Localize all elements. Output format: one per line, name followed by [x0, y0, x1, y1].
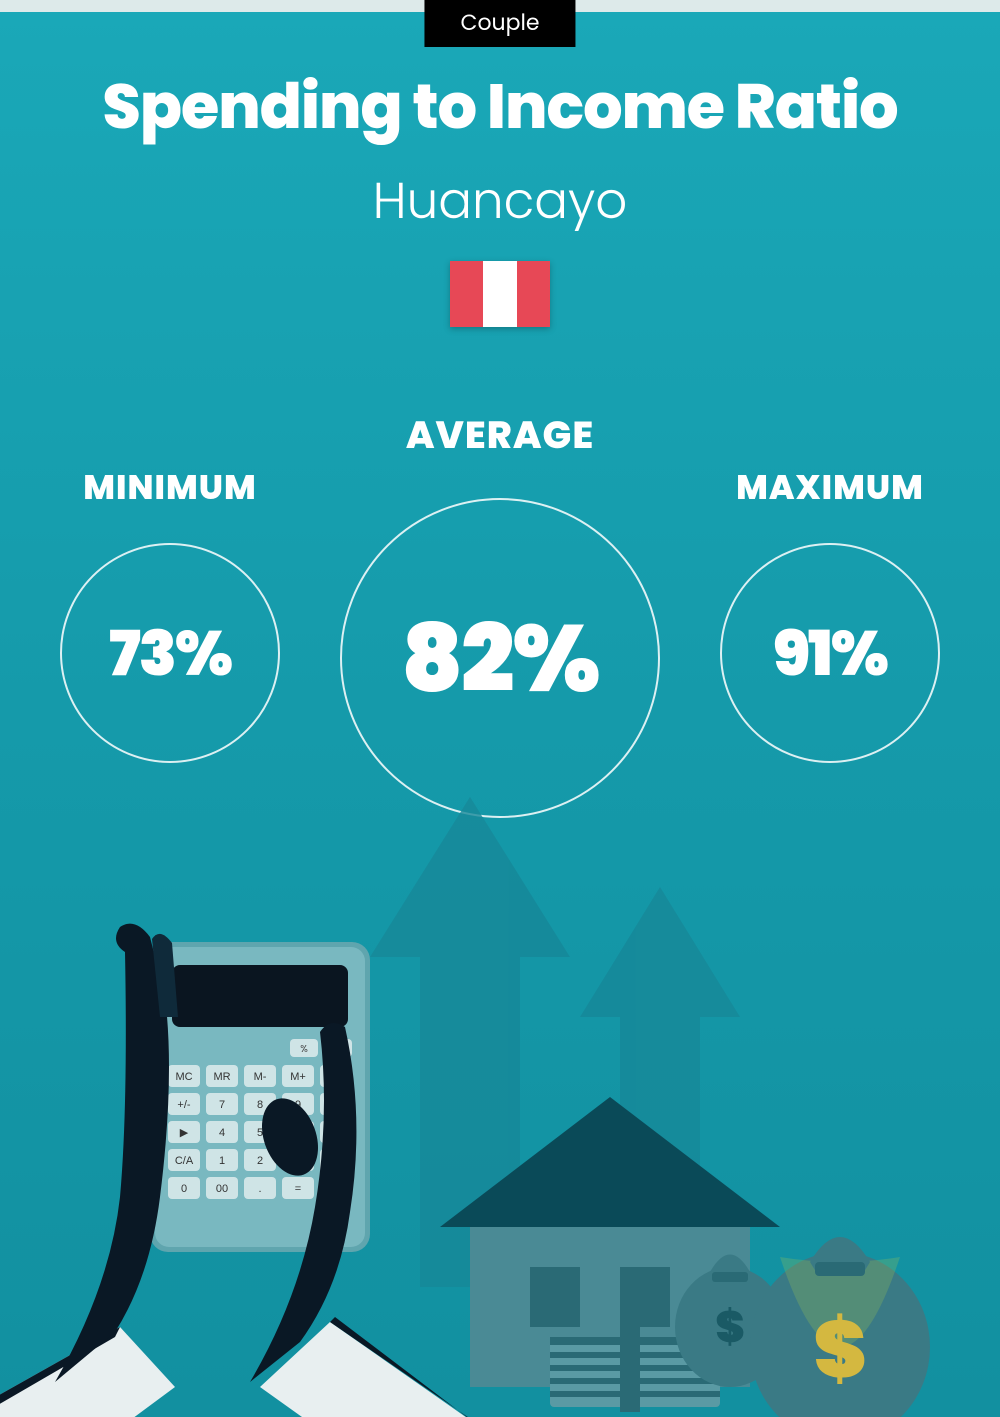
- svg-text:%: %: [300, 1041, 308, 1056]
- svg-text:=: =: [295, 1183, 301, 1195]
- svg-text:MC: MC: [175, 1071, 192, 1083]
- house-icon: [440, 1097, 780, 1387]
- stat-average-ring: 82%: [340, 498, 660, 818]
- stat-maximum-value: 91%: [773, 607, 887, 700]
- peru-flag-icon: [450, 261, 550, 327]
- stat-maximum: MAXIMUM 91%: [720, 462, 940, 763]
- arrow-icon: [370, 797, 740, 1287]
- svg-text:5: 5: [257, 1127, 263, 1139]
- stat-minimum: MINIMUM 73%: [60, 462, 280, 763]
- svg-text:+: +: [333, 1168, 339, 1180]
- svg-text:+/-: +/-: [177, 1099, 190, 1111]
- svg-text:3: 3: [295, 1155, 301, 1167]
- svg-text:$: $: [715, 1297, 744, 1358]
- stat-average-value: 82%: [401, 588, 598, 729]
- money-bag-small-icon: $: [675, 1255, 785, 1388]
- svg-text:C/A: C/A: [175, 1155, 194, 1167]
- stat-maximum-label: MAXIMUM: [736, 462, 924, 513]
- svg-text:2: 2: [257, 1155, 263, 1167]
- stat-minimum-label: MINIMUM: [83, 462, 257, 513]
- svg-text:÷: ÷: [333, 1071, 339, 1083]
- svg-text:00: 00: [216, 1183, 228, 1195]
- svg-text:▶: ▶: [180, 1127, 189, 1139]
- stat-minimum-ring: 73%: [60, 543, 280, 763]
- svg-text:6: 6: [295, 1127, 301, 1139]
- svg-text:1: 1: [219, 1155, 225, 1167]
- svg-text:-: -: [334, 1127, 338, 1139]
- money-bag-large-icon: $: [750, 1237, 930, 1417]
- location-subtitle: Huancayo: [0, 163, 1000, 239]
- stat-maximum-ring: 91%: [720, 543, 940, 763]
- svg-text:$: $: [813, 1293, 866, 1405]
- svg-text:0: 0: [181, 1183, 187, 1195]
- svg-text:4: 4: [219, 1127, 225, 1139]
- svg-text:9: 9: [295, 1099, 301, 1111]
- svg-text:MR: MR: [213, 1071, 230, 1083]
- svg-text:MU: MU: [331, 1044, 345, 1056]
- stat-average-label: AVERAGE: [406, 407, 594, 464]
- calculator-icon: % MU MC MR M- M+ ÷ +/- 7 8 9 x ▶ 4 5 6 -…: [0, 924, 480, 1417]
- svg-text:7: 7: [219, 1099, 225, 1111]
- wealth-illustration: $ $ % MU MC MR M- M+ ÷: [0, 767, 1000, 1417]
- stat-average: AVERAGE 82%: [340, 407, 660, 818]
- svg-text:x: x: [333, 1099, 339, 1111]
- stat-minimum-value: 73%: [109, 607, 231, 700]
- cash-stack-icon: [550, 1322, 720, 1412]
- svg-text:M+: M+: [290, 1071, 306, 1083]
- svg-text:.: .: [258, 1183, 261, 1195]
- svg-text:M-: M-: [254, 1071, 267, 1083]
- stats-row: MINIMUM 73% AVERAGE 82% MAXIMUM 91%: [0, 407, 1000, 818]
- svg-text:8: 8: [257, 1099, 263, 1111]
- category-badge: Couple: [424, 0, 575, 47]
- page-title: Spending to Income Ratio: [0, 60, 1000, 153]
